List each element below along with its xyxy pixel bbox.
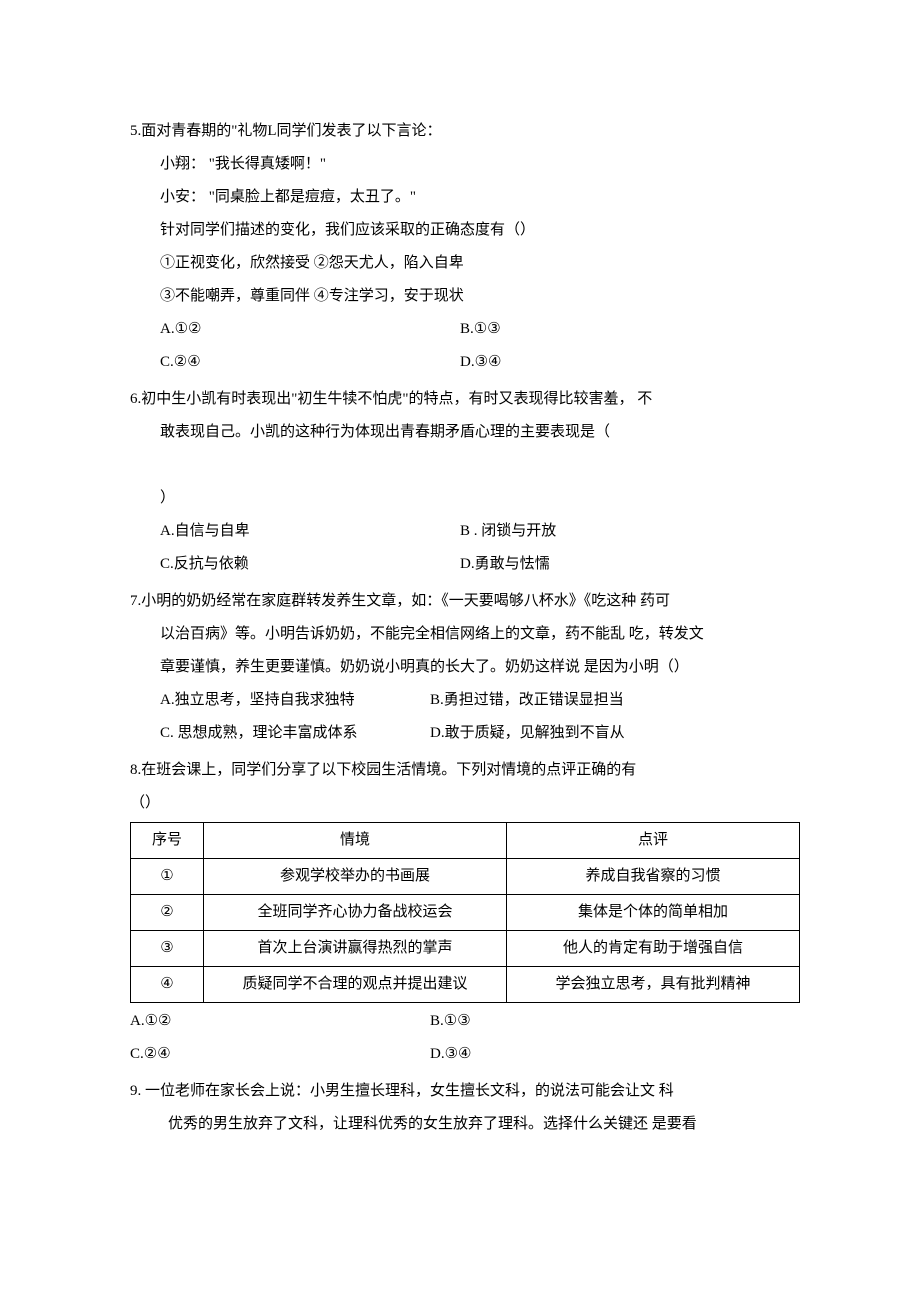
row-comment: 学会独立思考，具有批判精神 — [507, 967, 800, 1003]
question-7-stem-line: 7 .小明的奶奶经常在家庭群转发养生文章，如：《一天要喝够八杯水》《吃这种 药可 — [130, 585, 800, 618]
row-situation: 参观学校举办的书画展 — [204, 859, 507, 895]
row-comment: 养成自我省察的习惯 — [507, 859, 800, 895]
option-row: C.反抗与依赖 D.勇敢与怯懦 — [160, 548, 800, 581]
option-row: C.②④ D.③④ — [160, 346, 800, 379]
option-b: B . 闭锁与开放 — [460, 515, 800, 548]
table-header-row: 序号 情境 点评 — [131, 823, 800, 859]
option-a: A.①② — [160, 313, 460, 346]
option-a: A.独立思考，坚持自我求独特 — [160, 684, 430, 717]
option-row: C.②④ D.③④ — [130, 1038, 800, 1071]
row-comment: 他人的肯定有助于增强自信 — [507, 931, 800, 967]
question-5: 5 .面对青春期的"礼物L同学们发表了以下言论： 小翔： "我长得真矮啊！" 小… — [130, 115, 800, 379]
question-number: 8 — [130, 754, 138, 787]
row-comment: 集体是个体的简单相加 — [507, 895, 800, 931]
question-8-body: （） 序号 情境 点评 ① 参观学校举办的书画展 养成自我省察的习惯 — [130, 787, 800, 1071]
option-a: A.①② — [130, 1005, 430, 1038]
option-row: A.自信与自卑 B . 闭锁与开放 — [160, 515, 800, 548]
row-situation: 全班同学齐心协力备战校运会 — [204, 895, 507, 931]
question-stem-text: .面对青春期的"礼物L同学们发表了以下言论： — [138, 115, 801, 148]
question-6-stem-line: 6 .初中生小凯有时表现出"初生牛犊不怕虎"的特点，有时又表现得比较害羞， 不 — [130, 383, 800, 416]
statement-line: ①正视变化，欣然接受 ②怨天尤人，陷入自卑 — [160, 247, 800, 280]
option-b: B.①③ — [430, 1005, 800, 1038]
option-row: A.独立思考，坚持自我求独特 B.勇担过错，改正错误显担当 — [160, 684, 800, 717]
option-d: D.勇敢与怯懦 — [460, 548, 800, 581]
question-6: 6 .初中生小凯有时表现出"初生牛犊不怕虎"的特点，有时又表现得比较害羞， 不 … — [130, 383, 800, 581]
table-row: ③ 首次上台演讲赢得热烈的掌声 他人的肯定有助于增强自信 — [131, 931, 800, 967]
row-situation: 质疑同学不合理的观点并提出建议 — [204, 967, 507, 1003]
question-5-body: 小翔： "我长得真矮啊！" 小安： "同桌脸上都是痘痘，太丑了。" 针对同学们描… — [130, 148, 800, 379]
header-comment: 点评 — [507, 823, 800, 859]
question-7: 7 .小明的奶奶经常在家庭群转发养生文章，如：《一天要喝够八杯水》《吃这种 药可… — [130, 585, 800, 750]
dialogue-line: 小安： "同桌脸上都是痘痘，太丑了。" — [160, 181, 800, 214]
table-row: ① 参观学校举办的书画展 养成自我省察的习惯 — [131, 859, 800, 895]
question-stem-text: 敢表现自己。小凯的这种行为体现出青春期矛盾心理的主要表现是（ — [160, 416, 800, 449]
option-row: C. 思想成熟，理论丰富成体系 D.敢于质疑，见解独到不盲从 — [160, 717, 800, 750]
question-9-stem-line: 9 . 一位老师在家长会上说：小男生擅长理科，女生擅长文科，的说法可能会让文 科 — [130, 1075, 800, 1108]
option-c: C.反抗与依赖 — [160, 548, 460, 581]
question-stem-text: .小明的奶奶经常在家庭群转发养生文章，如：《一天要喝够八杯水》《吃这种 药可 — [138, 585, 801, 618]
prompt-line: 针对同学们描述的变化，我们应该采取的正确态度有（） — [160, 214, 800, 247]
question-9: 9 . 一位老师在家长会上说：小男生擅长理科，女生擅长文科，的说法可能会让文 科… — [130, 1075, 800, 1141]
row-index: ④ — [131, 967, 204, 1003]
situations-table: 序号 情境 点评 ① 参观学校举办的书画展 养成自我省察的习惯 ② 全班同学齐心… — [130, 822, 800, 1003]
question-stem-text: 章要谨慎，养生更要谨慎。奶奶说小明真的长大了。奶奶这样说 是因为小明（） — [160, 651, 800, 684]
question-6-body: 敢表现自己。小凯的这种行为体现出青春期矛盾心理的主要表现是（ ） A.自信与自卑… — [130, 416, 800, 581]
question-8: 8 .在班会课上，同学们分享了以下校园生活情境。下列对情境的点评正确的有 （） … — [130, 754, 800, 1071]
option-row: A.①② B.①③ — [130, 1005, 800, 1038]
question-7-body: 以治百病》等。小明告诉奶奶，不能完全相信网络上的文章，药不能乱 吃，转发文 章要… — [130, 618, 800, 750]
option-a: A.自信与自卑 — [160, 515, 460, 548]
header-index: 序号 — [131, 823, 204, 859]
table-row: ② 全班同学齐心协力备战校运会 集体是个体的简单相加 — [131, 895, 800, 931]
option-c: C.②④ — [160, 346, 460, 379]
paren-marker: （） — [130, 795, 160, 811]
question-5-stem-line: 5 .面对青春期的"礼物L同学们发表了以下言论： — [130, 115, 800, 148]
row-index: ③ — [131, 931, 204, 967]
row-situation: 首次上台演讲赢得热烈的掌声 — [204, 931, 507, 967]
question-stem-text: 以治百病》等。小明告诉奶奶，不能完全相信网络上的文章，药不能乱 吃，转发文 — [160, 618, 800, 651]
option-c: C.②④ — [130, 1038, 430, 1071]
question-stem-text: .初中生小凯有时表现出"初生牛犊不怕虎"的特点，有时又表现得比较害羞， 不 — [138, 383, 801, 416]
option-d: D.③④ — [460, 346, 800, 379]
question-8-stem-line: 8 .在班会课上，同学们分享了以下校园生活情境。下列对情境的点评正确的有 — [130, 754, 800, 787]
option-b: B.勇担过错，改正错误显担当 — [430, 684, 800, 717]
dialogue-line: 小翔： "我长得真矮啊！" — [160, 148, 800, 181]
header-situation: 情境 — [204, 823, 507, 859]
exam-page: 5 .面对青春期的"礼物L同学们发表了以下言论： 小翔： "我长得真矮啊！" 小… — [0, 0, 920, 1205]
option-row: A.①② B.①③ — [160, 313, 800, 346]
question-stem-text: 优秀的男生放弃了文科，让理科优秀的女生放弃了理科。选择什么关键还 是要看 — [168, 1108, 800, 1141]
question-stem-text: .在班会课上，同学们分享了以下校园生活情境。下列对情境的点评正确的有 — [138, 754, 801, 787]
question-9-body: 优秀的男生放弃了文科，让理科优秀的女生放弃了理科。选择什么关键还 是要看 — [130, 1108, 800, 1141]
option-d: D.③④ — [430, 1038, 800, 1071]
row-index: ① — [131, 859, 204, 895]
blank-line — [160, 449, 800, 482]
question-stem-text: . 一位老师在家长会上说：小男生擅长理科，女生擅长文科，的说法可能会让文 科 — [138, 1075, 801, 1108]
option-d: D.敢于质疑，见解独到不盲从 — [430, 717, 800, 750]
option-b: B.①③ — [460, 313, 800, 346]
statement-line: ③不能嘲弄，尊重同伴 ④专注学习，安于现状 — [160, 280, 800, 313]
closing-paren: ） — [160, 482, 800, 515]
question-number: 9 — [130, 1075, 138, 1108]
question-number: 7 — [130, 585, 138, 618]
question-number: 5 — [130, 115, 138, 148]
table-row: ④ 质疑同学不合理的观点并提出建议 学会独立思考，具有批判精神 — [131, 967, 800, 1003]
question-number: 6 — [130, 383, 138, 416]
option-c: C. 思想成熟，理论丰富成体系 — [160, 717, 430, 750]
row-index: ② — [131, 895, 204, 931]
